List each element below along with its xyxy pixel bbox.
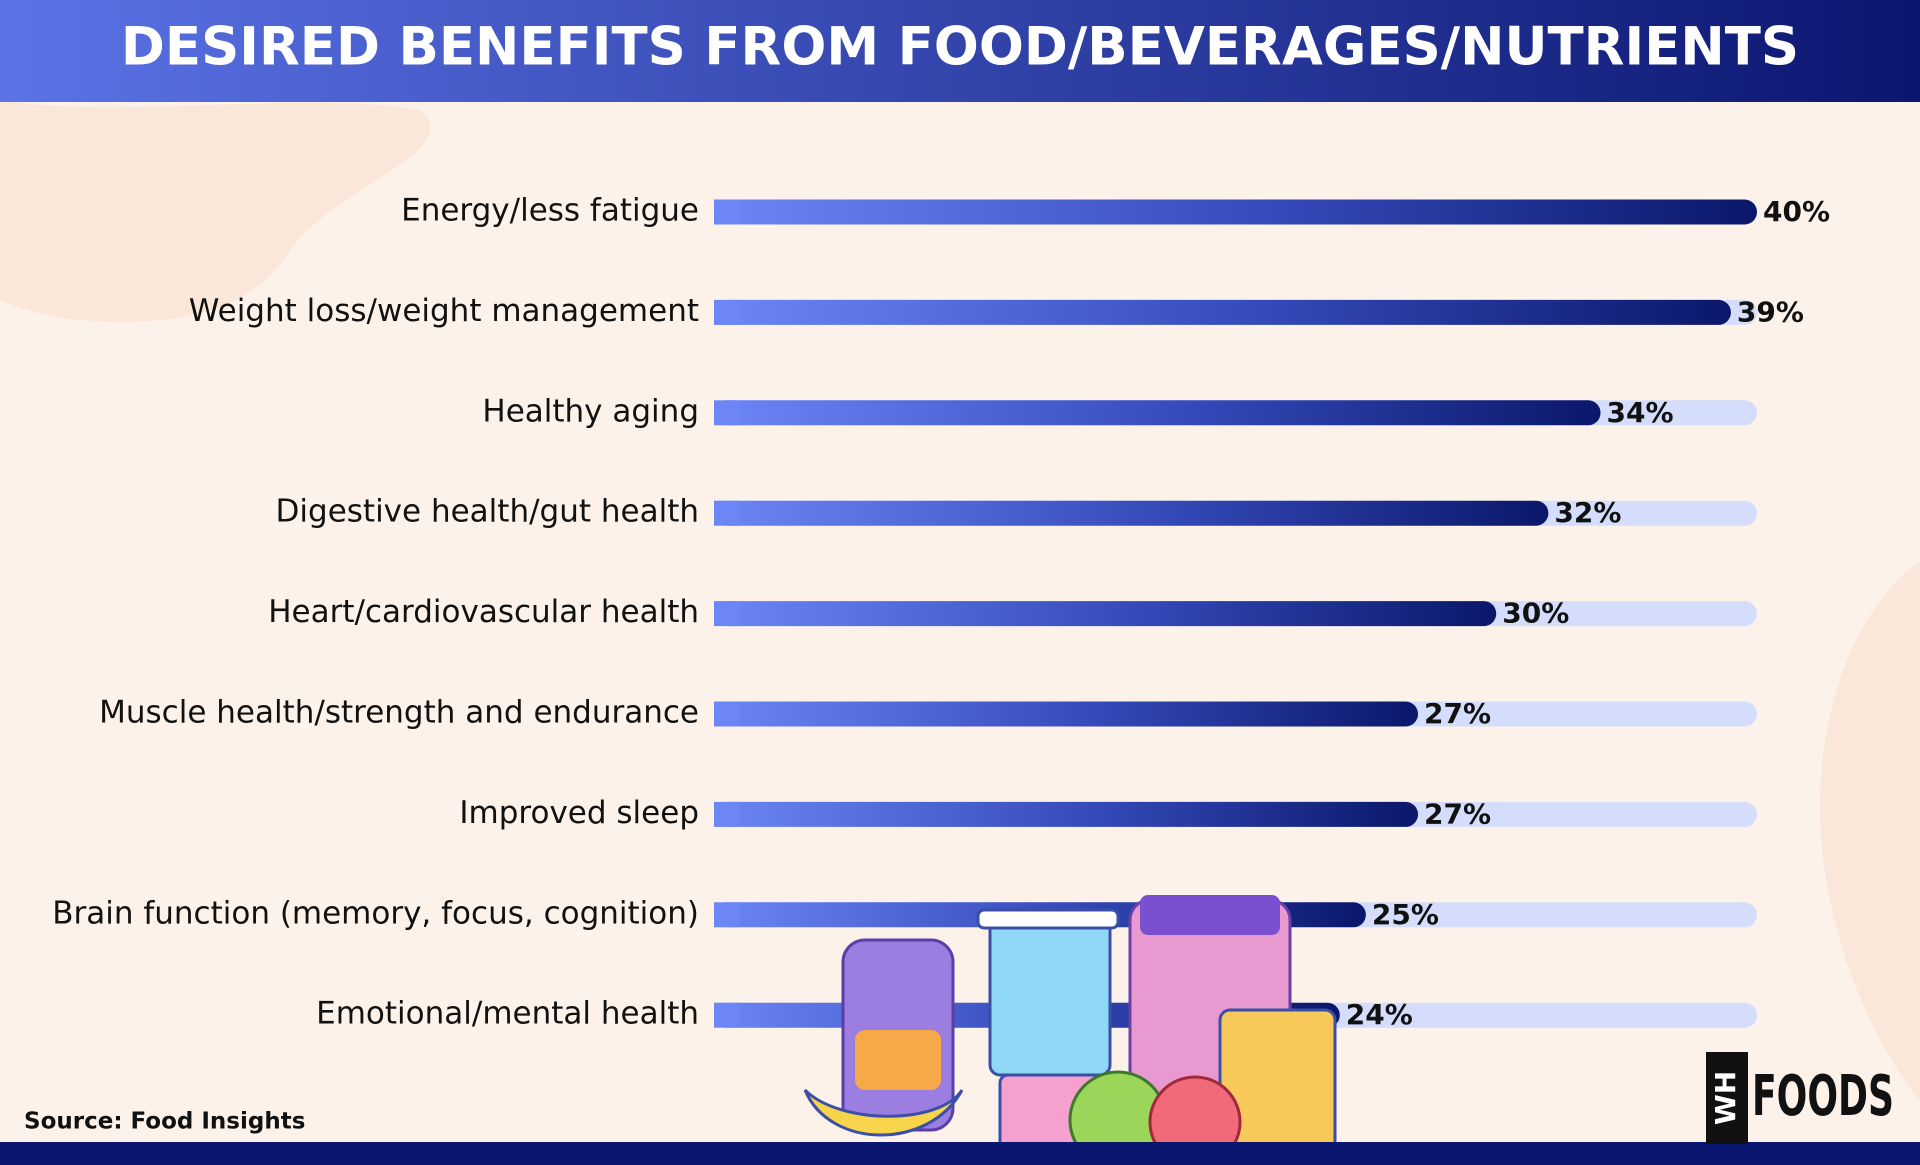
value-label: 27% xyxy=(1424,797,1491,830)
bar xyxy=(714,701,1419,727)
bar xyxy=(714,801,1419,827)
bar-start xyxy=(714,299,739,325)
category-label: Improved sleep xyxy=(459,795,699,831)
decor-blob xyxy=(1820,560,1920,1100)
value-label: 40% xyxy=(1763,195,1830,228)
category-label: Muscle health/strength and endurance xyxy=(99,695,699,731)
bar-start xyxy=(714,199,739,225)
bar-start xyxy=(714,601,739,627)
bar xyxy=(714,299,1731,325)
bar xyxy=(714,400,1601,426)
blender-lid xyxy=(976,908,1120,930)
logo-name: FOODS xyxy=(1752,1064,1894,1129)
decor-blob xyxy=(0,100,431,322)
bar-start xyxy=(714,801,739,827)
value-label: 32% xyxy=(1554,496,1621,529)
illustration xyxy=(803,895,1337,1165)
title-bar xyxy=(0,0,1920,102)
category-label: Heart/cardiovascular health xyxy=(268,594,699,630)
value-label: 34% xyxy=(1607,396,1674,429)
logo-box xyxy=(1706,1052,1748,1144)
bar xyxy=(714,500,1549,526)
bar-start xyxy=(714,902,739,928)
category-label: Digestive health/gut health xyxy=(276,494,699,530)
bar-start xyxy=(714,701,739,727)
category-label: Weight loss/weight management xyxy=(189,293,699,329)
banana xyxy=(803,1088,964,1137)
jar-lid xyxy=(1140,895,1280,935)
bottle-label xyxy=(855,1030,941,1090)
bar-start xyxy=(714,400,739,426)
category-label: Healthy aging xyxy=(482,393,699,429)
bar-start xyxy=(714,1002,739,1028)
logo-mark: WH xyxy=(1709,1071,1742,1125)
bar-start xyxy=(714,500,739,526)
source: Source: Food Insights xyxy=(24,1109,305,1135)
category-label: Energy/less fatigue xyxy=(401,193,699,229)
value-label: 24% xyxy=(1346,998,1413,1031)
blender xyxy=(988,913,1112,1077)
bar xyxy=(714,199,1757,225)
category-label: Brain function (memory, focus, cognition… xyxy=(52,895,699,931)
footer-bar xyxy=(0,1142,1920,1165)
value-label: 39% xyxy=(1737,295,1804,328)
value-label: 27% xyxy=(1424,697,1491,730)
chart-title: DESIRED BENEFITS FROM FOOD/BEVERAGES/NUT… xyxy=(121,17,1799,78)
category-label: Emotional/mental health xyxy=(316,996,699,1032)
bar xyxy=(714,601,1497,627)
value-label: 25% xyxy=(1372,898,1439,931)
value-label: 30% xyxy=(1502,597,1569,630)
